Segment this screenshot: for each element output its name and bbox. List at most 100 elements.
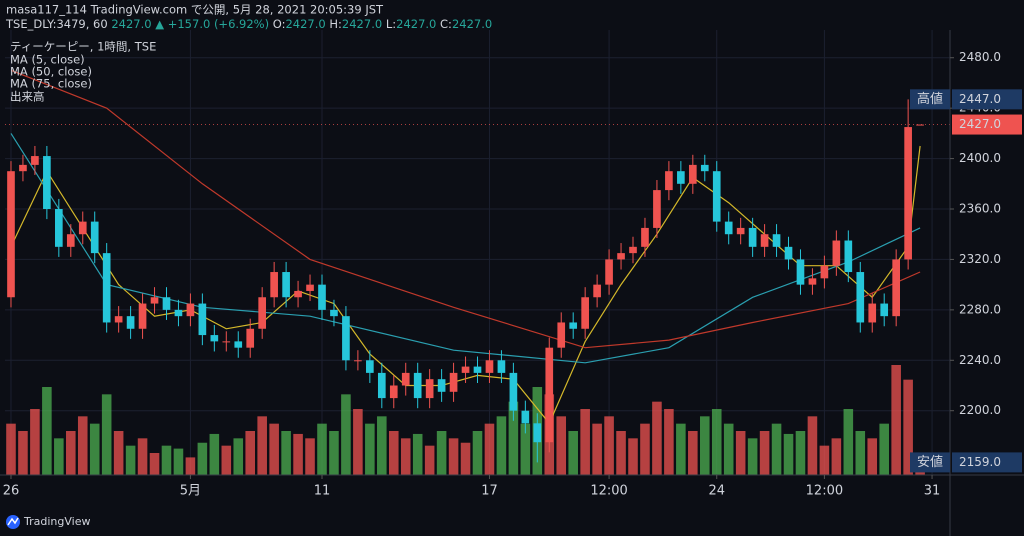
candle-body — [844, 240, 853, 273]
candle-body — [832, 240, 841, 266]
candle-body — [294, 290, 302, 298]
y-tick-label: 2280.0 — [959, 302, 1001, 316]
volume-bar — [125, 445, 136, 475]
candle-body — [306, 284, 314, 291]
candle-body — [653, 190, 661, 228]
candle-body — [114, 316, 123, 323]
candle-body — [557, 322, 566, 348]
volume-bar — [652, 401, 662, 475]
volume-bar — [484, 423, 495, 475]
brand: TradingView — [23, 515, 90, 528]
candle-body — [342, 316, 350, 361]
candle-body — [808, 278, 817, 285]
legend-entry: 出来高 — [10, 90, 45, 104]
candle-body — [186, 303, 195, 317]
candle-body — [880, 303, 889, 317]
legend-entry: MA (50, close) — [10, 65, 92, 79]
volume-bar — [197, 442, 208, 475]
candle-body — [174, 309, 183, 317]
price-tag-label: 2159.0 — [959, 455, 1001, 469]
volume-bar — [412, 433, 423, 475]
y-tick-label: 2360.0 — [959, 202, 1001, 216]
candle-body — [677, 171, 685, 184]
volume-bar — [6, 423, 16, 475]
candle-body — [401, 372, 410, 386]
candle-body — [246, 328, 255, 348]
candle-body — [78, 221, 87, 235]
legend-entry: MA (5, close) — [10, 53, 85, 67]
volume-bar — [221, 445, 232, 475]
price-tag-name: 高値 — [917, 91, 943, 107]
last-price: 2427.0 — [111, 17, 151, 31]
volume-bar — [496, 416, 507, 475]
price-tag — [952, 89, 1022, 110]
candle-body — [43, 156, 51, 210]
volume-bar — [807, 416, 818, 475]
candle-body — [820, 265, 829, 279]
candle-body — [234, 341, 243, 348]
volume-bar — [592, 423, 602, 475]
ohlc-value: 2427.0 — [396, 17, 436, 31]
change: ▲ +157.0 (+6.92%) — [155, 17, 269, 31]
symbol: TSE_DLY:3479, 60 — [5, 17, 108, 31]
volume-bar — [628, 438, 638, 475]
volume-bar — [54, 438, 64, 475]
candle-body — [126, 316, 135, 329]
symbol-line: TSE_DLY:3479, 60 2427.0 ▲ +157.0 (+6.92%… — [5, 17, 492, 31]
candle-body — [724, 221, 733, 235]
volume-bar — [137, 438, 148, 475]
candle-body — [521, 410, 530, 424]
legend-entry: MA (75, close) — [10, 77, 92, 91]
volume-bar — [89, 423, 100, 475]
y-tick-label: 2200.0 — [959, 403, 1001, 417]
candle-body — [90, 221, 99, 254]
candle-body — [437, 379, 446, 392]
logo — [6, 515, 20, 529]
candle-body — [162, 297, 171, 310]
candle-body — [449, 372, 458, 392]
candle-body — [569, 322, 578, 329]
volume-bar — [173, 448, 184, 475]
volume-bar — [472, 431, 483, 475]
candle-body — [258, 297, 267, 329]
volume-bar — [711, 409, 722, 475]
y-tick-label: 2240.0 — [959, 353, 1001, 367]
volume-bar — [329, 431, 339, 475]
volume-bar — [735, 431, 746, 475]
volume-bar — [353, 409, 363, 475]
volume-bar — [269, 423, 279, 475]
volume-bar — [723, 423, 734, 475]
volume-bar — [640, 423, 650, 475]
volume-bar — [377, 416, 387, 475]
candle-body — [210, 335, 219, 342]
volume-bar — [819, 445, 830, 475]
volume-bar — [879, 423, 889, 475]
volume-bar — [771, 423, 782, 475]
ohlc-key: C: — [440, 17, 452, 31]
candle-body — [366, 360, 374, 373]
volume-bar — [580, 409, 590, 475]
x-tick-label: 17 — [481, 484, 498, 499]
volume-bar — [831, 438, 842, 475]
candle-body — [55, 209, 63, 247]
x-tick-label: 12:00 — [590, 484, 627, 499]
price-tag-name-bg — [910, 89, 950, 110]
volume-bar — [365, 423, 375, 475]
volume-bar — [448, 438, 459, 475]
x-tick-label: 5月 — [180, 484, 201, 499]
candle-body — [222, 341, 231, 343]
volume-bar — [281, 431, 291, 475]
candle-body — [497, 360, 506, 373]
volume-bar — [867, 438, 878, 475]
candle-body — [760, 234, 769, 247]
candle-body — [473, 366, 482, 373]
logo-mark — [7, 517, 19, 526]
volume-bar — [77, 416, 88, 475]
candle-body — [485, 360, 494, 373]
candle-body — [712, 171, 721, 222]
x-tick-label: 12:00 — [806, 484, 843, 499]
candle-body — [330, 309, 338, 317]
candle-body — [389, 385, 398, 399]
volume-bar — [388, 431, 399, 475]
